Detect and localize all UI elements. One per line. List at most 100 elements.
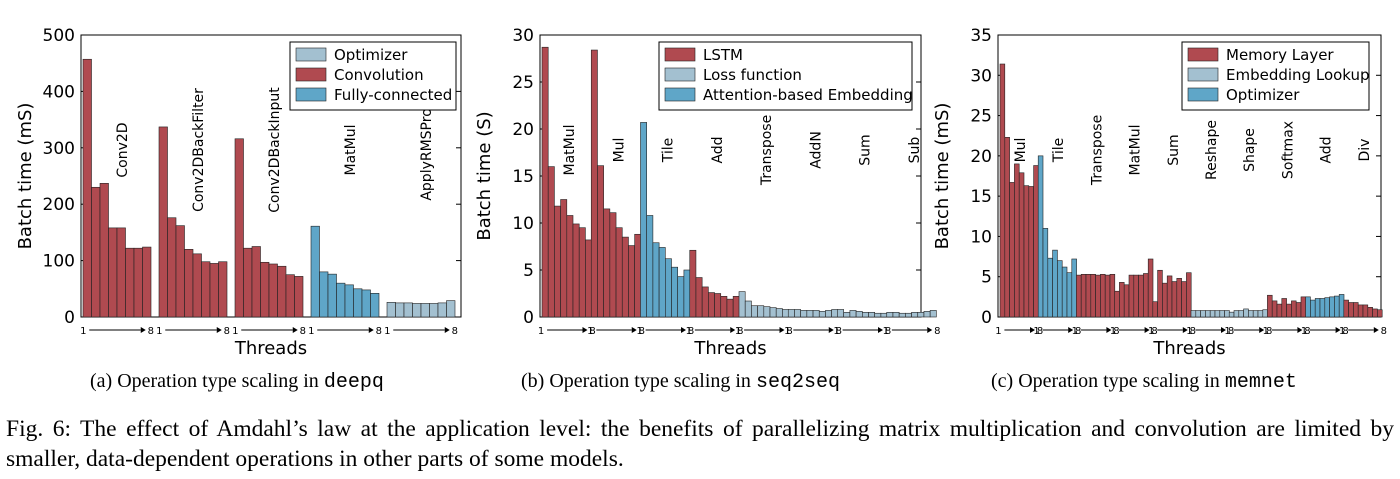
legend-label: Convolution [334,66,424,84]
bar [1047,257,1053,318]
thread-end-label: 8 [1342,326,1348,337]
group-label: Mul [611,138,627,163]
bar [1271,300,1278,318]
bar [1248,310,1254,318]
thread-arrowhead [1068,327,1074,333]
bar [917,311,925,318]
bar [1305,296,1311,318]
thread-end-label: 8 [148,326,154,337]
bar [1071,258,1077,318]
bar [420,303,430,318]
bar [1057,260,1063,318]
bar [923,311,931,318]
thread-start-label: 1 [636,326,642,337]
bar [800,310,808,318]
bar [1357,304,1364,318]
thread-start-label: 1 [1110,326,1116,337]
bar [1295,302,1302,318]
bar [1119,282,1125,318]
thread-end-label: 8 [1304,326,1310,337]
bar [547,166,555,318]
bar [554,205,561,318]
thread-end-label: 8 [1151,326,1157,337]
bar [1152,301,1158,318]
subcaption-c-mono: memnet [1224,371,1297,394]
bar [782,309,789,318]
thread-start-label: 1 [883,326,889,337]
group-label: MatMul [343,125,359,176]
group-label: Transpose [1089,115,1105,186]
y-tick-label: 20 [512,120,534,140]
x-axis-label: Threads [1152,338,1225,359]
legend-label: Attention-based Embedding [703,86,913,104]
bar [429,303,439,318]
bar [585,239,592,318]
thread-start-label: 1 [587,326,593,337]
bar [1114,290,1120,318]
y-tick-label: 5 [981,268,992,288]
bar [1343,299,1349,318]
bar [361,289,371,318]
thread-arrowhead [631,327,637,333]
bar [1367,307,1373,318]
thread-arrowhead [878,327,883,333]
bar [628,245,635,318]
bar [911,311,919,318]
bar [868,311,875,318]
bar [843,311,851,318]
thread-arrowhead [1335,327,1341,333]
bar [1362,304,1369,318]
bar [446,300,456,318]
chart-memnet: 0 5 10 15 20 25 30 35 Batch time (mS) Threads Mul 1… [932,26,1387,359]
bar [192,253,202,318]
bar [99,183,109,318]
chart-seq2seq: 0 5 10 15 20 25 30 Batch time (S) Threads MatMul 1… [474,26,940,359]
bar [201,261,211,318]
bar [849,310,857,318]
bar [370,293,380,318]
subcaption-a-mono: deepq [323,371,384,394]
bar [757,305,765,318]
thread-arrowhead [1182,327,1188,333]
bar [732,296,740,318]
bar [1004,137,1010,318]
thread-arrowhead [292,327,298,333]
bar [268,263,278,318]
bar [874,312,882,318]
thread-arrowhead [1144,327,1150,333]
bar [108,227,118,318]
y-tick-label: 300 [43,139,75,159]
bar [1076,274,1082,318]
bar [412,303,422,318]
y-tick-label: 25 [512,73,534,93]
y-axis-label: Batch time (mS) [932,103,953,250]
thread-arrowhead [444,327,450,333]
bar [1123,284,1130,318]
bar [621,236,629,318]
bar [310,225,320,318]
y-tick-label: 0 [981,308,992,328]
subcaption-b-prefix: (b) Operation type scaling in [521,370,756,392]
bar [763,306,771,318]
group-label: Softmax [1280,121,1296,179]
figure-caption: Fig. 6: The effect of Amdahl’s law at th… [6,416,1394,472]
bar [1214,310,1221,318]
y-tick-label: 100 [43,252,75,272]
bar [1319,298,1326,318]
legend-swatch [1187,87,1219,102]
bar [327,273,337,318]
bar [234,138,244,318]
y-tick-label: 10 [512,214,534,234]
bar [1176,278,1182,318]
bar [1133,274,1139,318]
thread-end-label: 8 [1266,326,1272,337]
y-axis-label: Batch time (mS) [15,103,36,250]
bar [689,249,697,318]
bar [125,247,135,318]
bar [1219,310,1225,318]
thread-end-label: 8 [1037,326,1043,337]
legend-swatch [1187,67,1219,82]
thread-end-label: 8 [224,326,230,337]
thread-arrowhead [779,327,785,333]
bar [929,310,937,318]
